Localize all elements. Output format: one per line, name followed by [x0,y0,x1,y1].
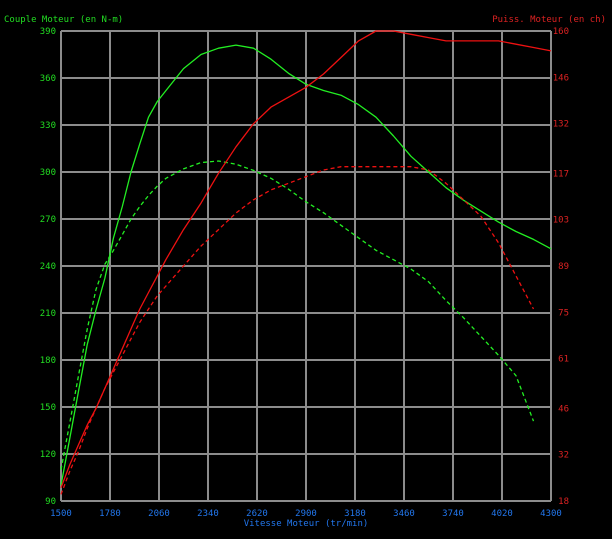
x-tick-label: 3180 [344,509,366,519]
right-tick-label: 46 [558,404,569,414]
left-tick-label: 150 [40,403,56,413]
x-tick-label: 3460 [393,509,415,519]
left-tick-label: 180 [40,356,56,366]
right-tick-label: 32 [558,451,569,461]
torque-solid-line [60,44,552,486]
x-tick-label: 3740 [442,509,464,519]
right-tick-label: 75 [558,308,569,318]
right-tick-label: 117 [553,169,569,179]
left-tick-label: 360 [40,74,56,84]
series-group [60,30,552,495]
right-tick-label: 146 [553,73,569,83]
x-tick-label: 2900 [295,509,317,519]
right-tick-label: 103 [553,216,569,226]
x-tick-label: 4300 [540,509,562,519]
x-tick-label: 4020 [491,509,513,519]
right-tick-label: 89 [558,262,569,272]
left-axis-title: Couple Moteur (en N-m) [4,15,123,25]
right-tick-label: 160 [553,27,569,37]
x-axis-title: Vitesse Moteur (tr/min) [244,519,369,529]
power-dashed-line [60,166,535,495]
right-tick-label: 132 [553,120,569,130]
right-tick-label: 18 [558,497,569,507]
left-tick-label: 330 [40,121,56,131]
left-tick-label: 240 [40,262,56,272]
left-tick-label: 210 [40,309,56,319]
power-solid-line [60,30,552,489]
left-tick-label: 300 [40,168,56,178]
left-tick-label: 270 [40,215,56,225]
torque-dashed-line [60,160,535,470]
x-tick-label: 1500 [50,509,72,519]
right-axis-title: Puiss. Moteur (en ch) [492,15,606,25]
x-tick-label: 2060 [148,509,170,519]
grid-lines [60,30,552,502]
x-tick-label: 1780 [99,509,121,519]
left-tick-label: 390 [40,27,56,37]
left-tick-label: 120 [40,450,56,460]
left-tick-label: 90 [45,497,56,507]
x-tick-label: 2340 [197,509,219,519]
right-tick-label: 61 [558,355,569,365]
tick-labels: 1500 1780 2060 2340 2620 2900 3180 3460 3740 4020… [40,27,569,519]
x-tick-label: 2620 [246,509,268,519]
